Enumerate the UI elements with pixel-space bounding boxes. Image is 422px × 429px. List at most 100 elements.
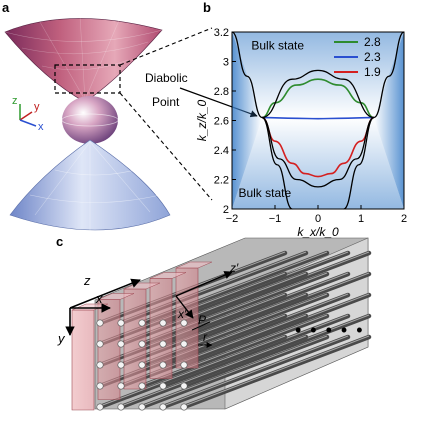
degeneracy-sphere [61,96,119,144]
rod-end [96,340,104,348]
rod-end [138,382,146,390]
axis-x-label: x [38,121,44,133]
rod-end [180,382,188,390]
rod-end [117,361,125,369]
rod-end [117,319,125,327]
rod-end [180,340,188,348]
bulk-region-top [232,32,404,118]
zoom-box [54,64,121,94]
x-axis-label: k_x/k_0 [297,225,339,239]
bulk-state-label-top: Bulk state [251,39,304,53]
x-tick-label: −1 [269,213,282,225]
series-line-1.9 [261,116,375,178]
rod-highlight [99,335,286,407]
bulk-region-right [373,32,404,209]
rod [160,334,351,410]
slab-top [97,293,135,300]
diabolic-label-line2: Point [152,95,180,109]
period-marker [191,321,211,331]
rod-end [138,361,146,369]
y-tick-label: 2.8 [214,86,229,98]
y-tick-label: 2.4 [214,145,229,157]
series-line-2.3 [262,116,374,120]
zoom-line-top [119,27,213,66]
rod-end [138,319,146,327]
panel-c: c z x y z′ x′ P r • • • • • [56,234,372,411]
slab-top [175,261,213,269]
bulk-region-left [232,32,263,209]
rod [97,334,288,410]
panel-b: b −2 −1 0 1 2 2 2.2 2.4 2.6 2.8 3 3.2 k_x/k_0 k_z/k_0… [195,0,407,239]
rod-highlight [141,293,328,365]
slab-top [149,272,187,279]
panel-label-c: c [56,234,63,249]
axes-triad-a: z y x [12,95,44,133]
axis-y-label-c: y [57,331,66,346]
slab-layers [71,261,213,411]
rod-end [159,361,167,369]
rod [118,334,309,410]
rod [139,313,330,389]
legend-label: 2.3 [364,50,381,64]
x-tick-label: −2 [226,213,239,225]
rod [139,292,330,368]
rod-highlight [141,314,328,386]
rod-highlight [141,251,328,323]
rod-end [180,319,188,327]
rod-highlight [120,335,307,407]
lower-cone [9,139,171,235]
rod-highlight [141,272,328,344]
x-tick-label: 1 [358,213,364,225]
rod-end [96,361,104,369]
rod [181,250,372,326]
rod-end [138,403,146,411]
axes-rotated-c: z′ x′ [175,261,239,321]
axis-y-label: y [34,101,40,113]
panel-label-b: b [203,0,211,15]
rod-end [117,340,125,348]
panel-label-a: a [2,0,10,15]
bulk-edge-line [231,31,293,210]
rod-end [138,340,146,348]
rod-end [96,319,104,327]
rod [181,292,372,368]
axis-z-label-c: z [83,273,91,288]
rod [139,250,330,326]
axis-z-label: z [12,95,18,107]
axis-z-prime-label: z′ [229,261,239,275]
rod-highlight [162,335,349,407]
y-tick-label: 3 [223,57,229,69]
y-tick-label: 2 [223,204,229,216]
slab [71,309,95,411]
rod-end [159,403,167,411]
rod [139,334,330,410]
rod-highlight [183,335,370,407]
slab [123,288,147,390]
y-tick-label: 2.6 [214,116,229,128]
axes-triad-c: z x y [57,273,141,346]
bulk-edge-line [343,31,405,210]
x-tick-label: 2 [401,213,407,225]
bulk-edge-line [261,69,375,119]
y-axis-label: k_z/k_0 [195,99,209,141]
rod [160,313,351,389]
rod-end [159,340,167,348]
rod [181,334,372,410]
bulk-edge-line [261,116,375,188]
x-tick-label: 0 [315,213,321,225]
rod [181,313,372,389]
rod [181,271,372,347]
bulk-state-label-bottom: Bulk state [238,186,291,200]
continuation-dots: • • • • • [295,320,365,340]
rod-end [180,403,188,411]
rod-highlight [141,335,328,407]
rod [139,271,330,347]
period-label: P [198,313,206,327]
rod-end [159,382,167,390]
radius-label: r [203,330,208,344]
panel-a: a Diabolic Point [2,0,258,235]
rod-end [96,382,104,390]
legend-label: 1.9 [364,65,381,79]
legend-label: 2.8 [364,35,381,49]
